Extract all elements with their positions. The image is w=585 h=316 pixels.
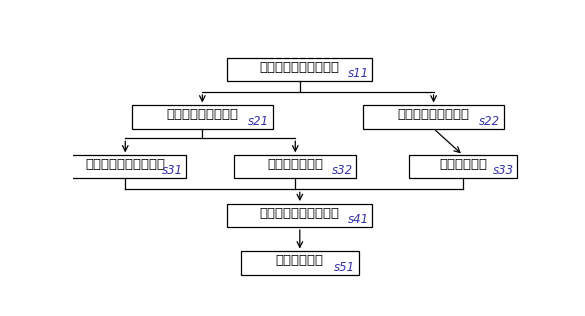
FancyBboxPatch shape — [132, 106, 273, 129]
FancyBboxPatch shape — [227, 58, 372, 81]
FancyBboxPatch shape — [408, 155, 517, 179]
Text: 极值与分布范围计算: 极值与分布范围计算 — [166, 108, 238, 121]
FancyBboxPatch shape — [64, 155, 187, 179]
Text: s21: s21 — [248, 115, 269, 128]
Text: s11: s11 — [347, 67, 369, 80]
Text: 帧间直方图差异计算: 帧间直方图差异计算 — [398, 108, 470, 121]
Text: 图像分区域直方图统计: 图像分区域直方图统计 — [260, 61, 340, 74]
Text: 图像像素补偿: 图像像素补偿 — [276, 254, 324, 267]
Text: s41: s41 — [347, 213, 369, 226]
Text: s51: s51 — [334, 261, 355, 274]
Text: 修正背光降低系数计算: 修正背光降低系数计算 — [260, 207, 340, 220]
FancyBboxPatch shape — [241, 252, 359, 275]
Text: 初步背光降低系数计算: 初步背光降低系数计算 — [85, 158, 166, 171]
Text: 图像亮暗块判别: 图像亮暗块判别 — [267, 158, 324, 171]
FancyBboxPatch shape — [363, 106, 504, 129]
Text: s31: s31 — [161, 164, 183, 178]
FancyBboxPatch shape — [234, 155, 356, 179]
Text: s33: s33 — [493, 164, 514, 178]
Text: s22: s22 — [479, 115, 500, 128]
Text: 修正参数计算: 修正参数计算 — [439, 158, 487, 171]
FancyBboxPatch shape — [227, 204, 372, 227]
Text: s32: s32 — [332, 164, 353, 178]
